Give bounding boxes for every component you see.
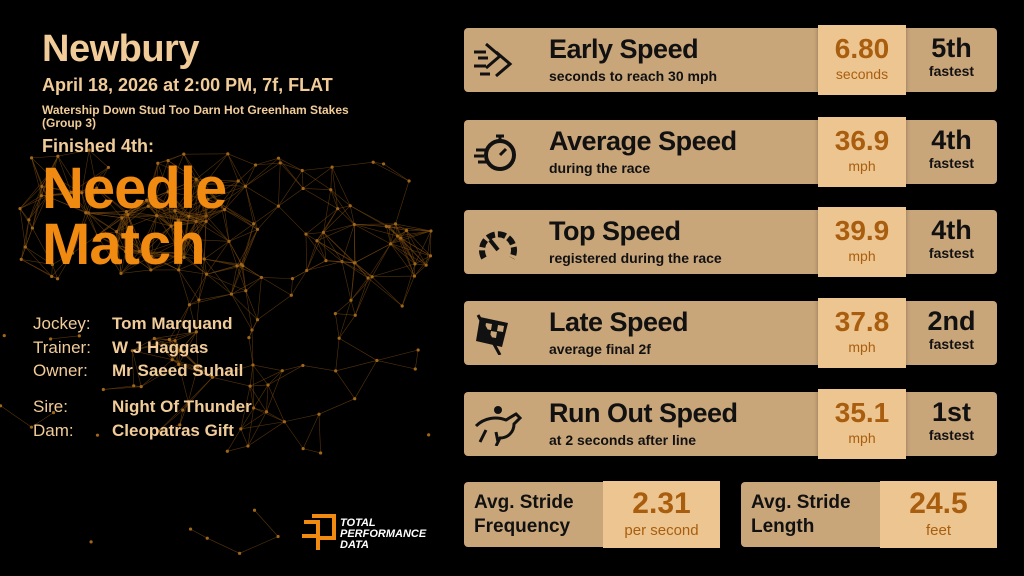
rank-label: fastest	[928, 427, 975, 443]
value: Night Of Thunder	[112, 397, 252, 416]
unit: per second	[624, 522, 699, 539]
metric-rank: 4th fastest	[906, 120, 997, 171]
metric-unit: mph	[848, 158, 876, 174]
horse-name: Needle Match	[42, 156, 442, 277]
rank-value: 5th	[931, 33, 972, 63]
metric-panel-top-speed: Top Speed registered during the race 39.…	[464, 207, 997, 277]
horse-name-line1: Needle	[42, 156, 227, 221]
value: W J Haggas	[112, 337, 209, 357]
value: 24.5	[909, 487, 968, 520]
tpd-logo-mark-icon	[302, 514, 336, 550]
metric-value: 36.9	[834, 125, 890, 156]
stride-frequency-label: Avg. Stride Frequency	[474, 491, 574, 539]
metric-value-box: 6.80 seconds	[818, 25, 906, 95]
label-line1: Avg. Stride	[474, 492, 574, 513]
race-info: Newbury April 18, 2026 at 2:00 PM, 7f, F…	[42, 28, 442, 277]
metric-title: Average Speed	[549, 126, 737, 156]
label-line2: Length	[751, 516, 815, 537]
label: Trainer:	[33, 337, 91, 357]
metric-subtitle: registered during the race	[549, 250, 722, 266]
trainer-row: Trainer: W J Haggas	[33, 338, 243, 362]
metric-value: 39.9	[834, 215, 890, 246]
metric-title: Early Speed	[549, 34, 699, 64]
metric-value-box: 36.9 mph	[818, 117, 906, 187]
metric-value: 37.8	[834, 306, 890, 337]
race-name: Watership Down Stud Too Darn Hot Greenha…	[42, 103, 349, 130]
connections: Jockey: Tom Marquand Trainer: W J Haggas O…	[33, 314, 243, 385]
unit: feet	[925, 522, 952, 539]
metric-rank: 5th fastest	[906, 28, 997, 79]
owner-row: Owner: Mr Saeed Suhail	[33, 361, 243, 385]
fast-forward-arrows-icon	[474, 42, 513, 78]
logo-text: DATA	[340, 538, 369, 551]
horse-name-line2: Match	[42, 212, 206, 277]
metric-unit: mph	[848, 248, 876, 264]
label: Jockey:	[33, 314, 91, 333]
metric-title: Top Speed	[549, 216, 681, 246]
metric-subtitle: during the race	[549, 160, 651, 176]
jockey-row: Jockey: Tom Marquand	[33, 314, 243, 338]
label: Owner:	[33, 361, 88, 380]
value: Tom Marquand	[112, 314, 233, 333]
breeding: Sire: Night Of Thunder Dam: Cleopatras Gif…	[33, 397, 252, 444]
metric-rank: 4th fastest	[906, 210, 997, 261]
logo-text: PERFORMANCE	[340, 527, 427, 540]
logo-text: TOTAL	[340, 516, 376, 529]
stride-length-value-box: 24.5 feet	[880, 481, 997, 548]
checkered-flag-icon	[476, 314, 508, 355]
metric-title: Late Speed	[549, 307, 689, 337]
metric-unit: mph	[848, 339, 876, 355]
speedometer-icon	[479, 231, 517, 260]
value: Mr Saeed Suhail	[112, 361, 244, 380]
tpd-logo: TOTAL PERFORMANCE DATA	[302, 512, 426, 556]
dam-row: Dam: Cleopatras Gift	[33, 421, 252, 445]
metric-value: 6.80	[834, 33, 890, 64]
rank-label: fastest	[928, 336, 975, 352]
metric-unit: seconds	[835, 66, 889, 82]
stride-frequency-value-box: 2.31 per second	[603, 481, 720, 548]
value: Cleopatras Gift	[112, 420, 234, 440]
metric-value-box: 37.8 mph	[818, 298, 906, 368]
metric-value-box: 35.1 mph	[818, 389, 906, 459]
horse-jockey-icon	[474, 406, 522, 446]
label: Dam:	[33, 420, 74, 440]
metric-unit: mph	[848, 430, 876, 446]
metric-value: 35.1	[834, 397, 890, 428]
rank-label: fastest	[928, 63, 975, 79]
metric-rank: 1st fastest	[906, 392, 997, 443]
metric-panel-early-speed: Early Speed seconds to reach 30 mph 6.80…	[464, 25, 997, 95]
rank-value: 4th	[931, 215, 972, 245]
rank-label: fastest	[928, 155, 975, 171]
label-line1: Avg. Stride	[751, 492, 851, 513]
metric-panel-late-speed: Late Speed average final 2f 37.8 mph 2nd f…	[464, 298, 997, 368]
value: 2.31	[632, 487, 691, 520]
rank-value: 2nd	[927, 306, 976, 336]
metric-subtitle: seconds to reach 30 mph	[549, 68, 718, 84]
network-horse-background	[0, 148, 433, 555]
metric-subtitle: average final 2f	[549, 341, 651, 357]
label-line2: Frequency	[474, 516, 571, 537]
finish-position: Finished 4th:	[42, 136, 154, 156]
metric-panel-average-speed: Average Speed during the race 36.9 mph 4t…	[464, 117, 997, 187]
label: Sire:	[33, 397, 68, 416]
stopwatch-icon	[474, 134, 516, 171]
rank-value: 1st	[931, 397, 972, 427]
metric-subtitle: at 2 seconds after line	[549, 432, 697, 448]
metric-rank: 2nd fastest	[906, 301, 997, 352]
sire-row: Sire: Night Of Thunder	[33, 397, 252, 421]
race-datetime: April 18, 2026 at 2:00 PM, 7f, FLAT	[42, 75, 333, 95]
metric-panel-run-out-speed: Run Out Speed at 2 seconds after line 35…	[464, 389, 997, 459]
stride-length-panel: Avg. Stride Length 24.5 feet	[741, 481, 997, 548]
metric-title: Run Out Speed	[549, 398, 738, 428]
metric-value-box: 39.9 mph	[818, 207, 906, 277]
rank-label: fastest	[928, 245, 975, 261]
rank-value: 4th	[931, 125, 972, 155]
stride-length-label: Avg. Stride Length	[751, 491, 851, 539]
stride-frequency-panel: Avg. Stride Frequency 2.31 per second	[464, 481, 720, 548]
venue-title: Newbury	[42, 28, 199, 70]
